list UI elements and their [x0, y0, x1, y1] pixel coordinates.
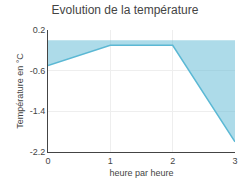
svg-text:0.2: 0.2: [33, 25, 46, 35]
svg-text:-2.2: -2.2: [30, 147, 46, 157]
svg-text:1: 1: [108, 156, 113, 166]
svg-text:Température en °C: Température en °C: [15, 53, 25, 129]
svg-text:0: 0: [45, 156, 50, 166]
svg-text:-1.4: -1.4: [30, 106, 46, 116]
svg-text:-0.6: -0.6: [30, 66, 46, 76]
svg-text:3: 3: [232, 156, 237, 166]
svg-text:Evolution de la température: Evolution de la température: [52, 3, 199, 17]
svg-text:heure par heure: heure par heure: [109, 168, 173, 178]
svg-text:2: 2: [170, 156, 175, 166]
